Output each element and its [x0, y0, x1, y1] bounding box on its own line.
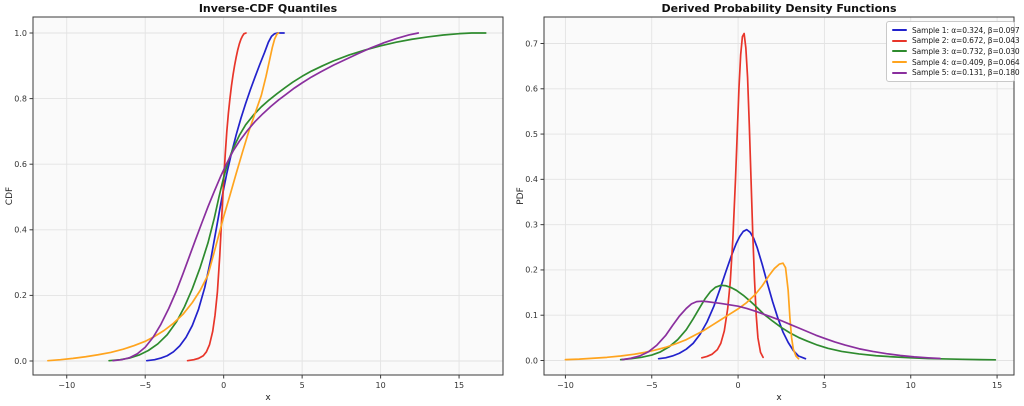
- series-line-sample-1: [145, 32, 285, 362]
- legend-line-swatch: [892, 71, 907, 74]
- tick-label-x: 10: [376, 381, 386, 390]
- legend-line-swatch: [892, 50, 907, 53]
- legend-item: Sample 2: α=0.672, β=0.043: [892, 36, 1020, 47]
- tick-label-y: 0.0: [525, 356, 538, 365]
- tick-label-y: 0.4: [525, 175, 538, 184]
- series-line-sample-5: [112, 32, 420, 362]
- series-line-sample-4: [564, 262, 800, 361]
- legend-label: Sample 4: α=0.409, β=0.064: [912, 57, 1020, 67]
- tick-label-x: 5: [300, 381, 305, 390]
- tick-label-y: 0.2: [525, 266, 538, 275]
- tick-label-x: −5: [139, 381, 151, 390]
- tick-label-x: 5: [822, 381, 827, 390]
- cdf-xaxis-label: x: [265, 393, 271, 403]
- tick-label-x: −10: [557, 381, 574, 390]
- tick-label-x: −10: [58, 381, 75, 390]
- series-line-sample-4: [47, 32, 280, 362]
- tick-label-x: 0: [221, 381, 226, 390]
- tick-label-y: 0.4: [14, 226, 27, 235]
- legend-item: Sample 1: α=0.324, β=0.097: [892, 25, 1020, 36]
- series-line-sample-3: [108, 32, 487, 362]
- tick-label-x: −5: [646, 381, 658, 390]
- series-line-sample-5: [621, 300, 941, 361]
- tick-label-y: 0.6: [14, 160, 27, 169]
- tick-label-y: 0.1: [525, 311, 538, 320]
- axes-background: [33, 17, 503, 375]
- tick-label-y: 0.8: [14, 94, 27, 103]
- axes-spines: [32, 16, 504, 376]
- tick-label-x: 10: [906, 381, 916, 390]
- series-line-sample-1: [657, 228, 807, 360]
- tick-label-y: 0.7: [525, 39, 538, 48]
- tick-label-y: 0.0: [14, 357, 27, 366]
- legend-item: Sample 3: α=0.732, β=0.030: [892, 46, 1020, 57]
- tick-label-y: 0.3: [525, 220, 538, 229]
- series-line-sample-2: [186, 32, 247, 362]
- axes-spines: [543, 16, 1015, 376]
- series-line-sample-2: [700, 32, 764, 359]
- legend-label: Sample 5: α=0.131, β=0.180: [912, 68, 1020, 78]
- cdf-panel-title: Inverse-CDF Quantiles: [198, 2, 338, 15]
- tick-label-y: 0.5: [525, 130, 538, 139]
- legend-label: Sample 3: α=0.732, β=0.030: [912, 46, 1020, 56]
- legend-line-swatch: [892, 61, 907, 64]
- tick-label-y: 0.2: [14, 291, 27, 300]
- tick-label-x: 0: [736, 381, 741, 390]
- legend: Sample 1: α=0.324, β=0.097 Sample 2: α=0.…: [886, 21, 1020, 82]
- legend-label: Sample 1: α=0.324, β=0.097: [912, 25, 1020, 35]
- pdf-yaxis-label: PDF: [516, 187, 526, 205]
- legend-line-swatch: [892, 39, 907, 42]
- legend-item: Sample 4: α=0.409, β=0.064: [892, 57, 1020, 68]
- pdf-xaxis-label: x: [776, 393, 782, 403]
- legend-line-swatch: [892, 29, 907, 32]
- pdf-panel-title: Derived Probability Density Functions: [661, 2, 897, 15]
- tick-label-x: 15: [992, 381, 1002, 390]
- tick-label-x: 15: [454, 381, 464, 390]
- legend-label: Sample 2: α=0.672, β=0.043: [912, 36, 1020, 46]
- tick-label-y: 0.6: [525, 85, 538, 94]
- tick-label-y: 1.0: [14, 29, 27, 38]
- series-line-sample-3: [619, 284, 997, 361]
- cdf-yaxis-label: CDF: [5, 186, 15, 206]
- legend-item: Sample 5: α=0.131, β=0.180: [892, 67, 1020, 78]
